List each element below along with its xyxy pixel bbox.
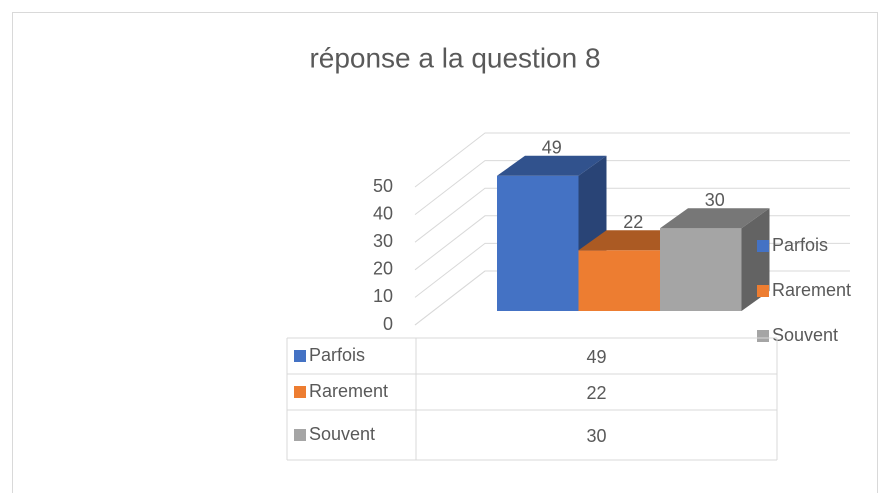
table-series-name: Souvent <box>309 424 375 444</box>
bar <box>497 175 579 311</box>
legend-swatch <box>757 285 769 297</box>
grid-line <box>414 160 850 215</box>
y-tick-label: 40 <box>373 203 393 223</box>
bar <box>660 228 742 311</box>
legend-label: Rarement <box>772 280 851 300</box>
data-label: 30 <box>705 190 725 210</box>
table-series-name: Rarement <box>309 381 388 401</box>
data-label: 22 <box>623 212 643 232</box>
bar <box>578 250 660 311</box>
data-label: 49 <box>542 138 562 158</box>
y-tick-label: 0 <box>383 314 393 334</box>
y-tick-label: 50 <box>373 176 393 196</box>
grid-line <box>414 132 850 188</box>
legend-label: Souvent <box>772 325 838 345</box>
y-tick-label: 10 <box>373 286 393 306</box>
table-value: 30 <box>586 426 606 446</box>
table-swatch <box>294 350 306 362</box>
table-series-name: Parfois <box>309 345 365 365</box>
chart-title: réponse a la question 8 <box>309 42 600 73</box>
legend-swatch <box>757 330 769 342</box>
y-tick-label: 20 <box>373 259 393 279</box>
table-swatch <box>294 386 306 398</box>
y-tick-label: 30 <box>373 231 393 251</box>
table-value: 49 <box>586 347 606 367</box>
table-value: 22 <box>586 383 606 403</box>
bar-top <box>660 208 770 229</box>
grid-line <box>414 187 850 243</box>
table-swatch <box>294 429 306 441</box>
bar-top <box>497 155 607 176</box>
legend-swatch <box>757 240 769 252</box>
legend-label: Parfois <box>772 235 828 255</box>
